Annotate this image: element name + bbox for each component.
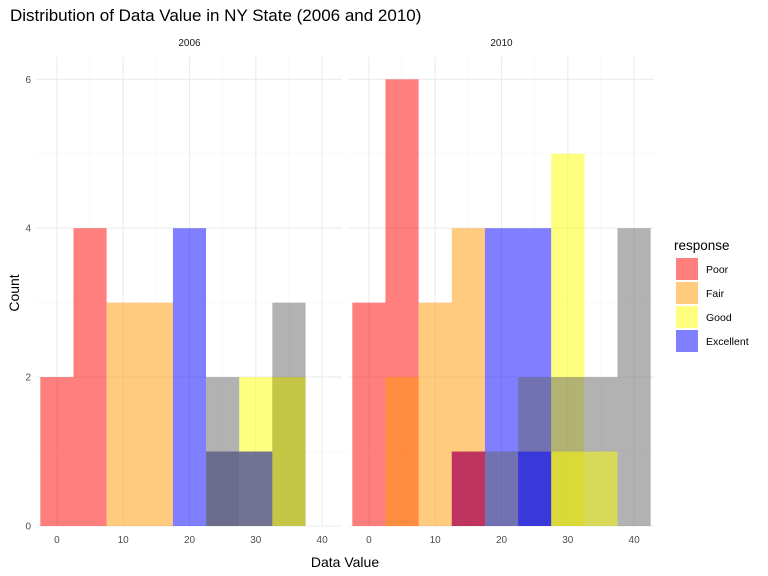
histogram-bar xyxy=(206,451,240,526)
x-tick-label: 10 xyxy=(430,535,442,546)
facet-strip-label: 2006 xyxy=(178,38,201,49)
legend: response Poor Fair Good Excellent xyxy=(674,238,749,352)
x-tick-label: 20 xyxy=(496,535,508,546)
legend-label: Good xyxy=(706,312,732,324)
histogram-bar xyxy=(518,451,552,526)
legend-label: Poor xyxy=(706,264,729,276)
histogram-bar xyxy=(40,377,74,526)
histogram-bar xyxy=(139,302,173,526)
histogram-bar xyxy=(584,451,618,526)
legend-swatch xyxy=(676,258,698,280)
legend-swatch xyxy=(676,282,698,304)
legend-label: Excellent xyxy=(706,336,749,348)
chart-title: Distribution of Data Value in NY State (… xyxy=(10,6,421,25)
histogram-bar xyxy=(451,451,485,526)
facet-panels: 2006 0 10 20 30 40 2010 0 10 20 30 40 0 2 4 6 xyxy=(25,38,654,546)
histogram-bar xyxy=(106,302,140,526)
x-tick-label: 40 xyxy=(317,535,329,546)
x-tick-label: 30 xyxy=(562,535,574,546)
legend-swatch xyxy=(676,306,698,328)
x-tick-label: 20 xyxy=(184,535,196,546)
x-tick-label: 30 xyxy=(250,535,262,546)
legend-swatch xyxy=(676,330,698,352)
histogram-bar xyxy=(617,228,651,526)
legend-title: response xyxy=(674,238,730,253)
histogram-bar xyxy=(73,228,107,526)
histogram-bar xyxy=(418,302,452,526)
histogram-bar xyxy=(484,451,519,526)
y-tick-label: 4 xyxy=(25,224,31,235)
histogram-bar xyxy=(352,302,386,526)
y-tick-label: 6 xyxy=(25,75,31,86)
x-tick-label: 0 xyxy=(366,535,372,546)
y-tick-label: 0 xyxy=(25,522,31,533)
facet-strip-label: 2010 xyxy=(490,38,513,49)
histogram-bar xyxy=(385,377,419,526)
histogram-bar xyxy=(172,228,207,526)
legend-label: Fair xyxy=(706,288,725,300)
y-tick-label: 2 xyxy=(25,373,31,384)
y-axis-label: Count xyxy=(6,274,22,311)
panel-2006: 2006 0 10 20 30 40 xyxy=(37,38,342,546)
histogram-bar xyxy=(272,377,306,526)
x-axis-label: Data Value xyxy=(311,554,379,570)
x-tick-label: 40 xyxy=(629,535,641,546)
panel-2010: 2010 0 10 20 30 40 xyxy=(349,38,654,546)
histogram-bar xyxy=(551,451,585,526)
histogram-bar xyxy=(239,451,273,526)
x-tick-label: 0 xyxy=(54,535,60,546)
x-tick-label: 10 xyxy=(118,535,130,546)
